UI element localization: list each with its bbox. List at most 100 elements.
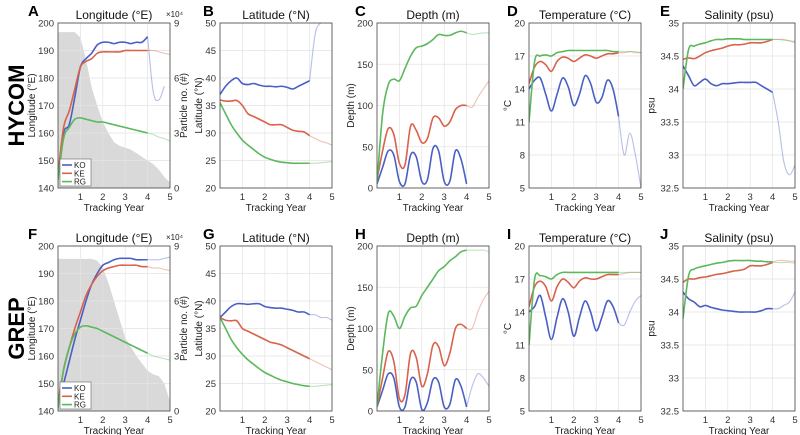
y-tick-label: 45 <box>205 46 216 57</box>
panel-title: Salinity (psu) <box>704 8 773 22</box>
series-line-KE-faded <box>147 266 170 272</box>
x-axis-label: Tracking Year <box>84 426 145 435</box>
legend-label-KE: KE <box>74 392 85 401</box>
y-tick-label: 30 <box>205 352 216 363</box>
x-tick-label: 1 <box>397 192 402 203</box>
series-line-KE-faded <box>466 291 489 331</box>
plot-frame <box>376 22 490 189</box>
x-tick-label: 3 <box>285 192 290 203</box>
series-line-RG-faded <box>309 384 332 387</box>
y-tick-label: 33 <box>668 374 679 385</box>
series-line-KO <box>377 372 468 411</box>
y-tick-label: 20 <box>514 19 525 30</box>
series-line-KO-faded <box>772 291 795 310</box>
panel-F: 1 2 3 4 5 140 150 160 170 180 190 200 Tracking Year L… <box>27 226 190 435</box>
plot-frame <box>682 245 796 412</box>
legend-label-RG: RG <box>74 178 86 187</box>
x-tick-label: 1 <box>240 415 245 426</box>
x-tick-label: 1 <box>397 415 402 426</box>
series-line-RG-faded <box>147 352 170 361</box>
series-group <box>683 37 795 176</box>
panel-title: Latitude (°N) <box>242 231 310 245</box>
x-axis-label: Tracking Year <box>246 426 307 435</box>
x-tick-label: 5 <box>792 192 797 203</box>
panel-letter: B <box>203 3 214 20</box>
y-tick-label: 180 <box>38 74 54 85</box>
right-y-tick-label: 3 <box>174 352 179 363</box>
y-tick-label: 0 <box>368 184 373 195</box>
x-tick-label: 5 <box>638 192 643 203</box>
series-line-KO-faded <box>147 36 165 102</box>
x-tick-label: 5 <box>167 415 172 426</box>
x-tick-label: 3 <box>442 192 447 203</box>
legend-label-KO: KO <box>74 161 86 170</box>
y-tick-label: 34 <box>668 85 679 96</box>
panel-title: Temperature (°C) <box>539 8 631 22</box>
y-tick-label: 200 <box>38 242 54 253</box>
y-axis-label: Longitude (°E) <box>27 296 38 360</box>
series-line-RG <box>220 102 310 165</box>
x-tick-label: 1 <box>240 192 245 203</box>
y-tick-label: 32.5 <box>661 184 680 195</box>
y-axis-label: psu <box>646 320 657 336</box>
panel-title: Longitude (°E) <box>76 8 153 22</box>
panel-title: Longitude (°E) <box>76 231 153 245</box>
series-group <box>529 49 641 188</box>
plot-frame <box>219 245 333 412</box>
series-line-RG-faded <box>147 132 170 142</box>
x-tick-label: 3 <box>594 415 599 426</box>
y-tick-label: 40 <box>205 297 216 308</box>
series-line-KE <box>377 323 468 408</box>
x-tick-label: 4 <box>770 192 775 203</box>
panel-letter: F <box>28 226 37 243</box>
plot-frame <box>57 22 171 189</box>
series-line-KE-faded <box>772 38 795 43</box>
y-tick-label: 11 <box>515 118 525 129</box>
series-line-KO <box>220 77 310 95</box>
x-tick-label: 2 <box>100 415 105 426</box>
plot-frame <box>528 22 642 189</box>
series-line-RG <box>683 37 773 90</box>
x-tick-label: 3 <box>442 415 447 426</box>
y-axis-label: Latitude (°N) <box>194 77 205 133</box>
y-tick-label: 34 <box>668 308 679 319</box>
series-group <box>683 259 795 319</box>
y-axis-label: psu <box>646 97 657 113</box>
x-tick-label: 4 <box>145 192 150 203</box>
y-tick-label: 100 <box>357 324 373 335</box>
plot-frame <box>528 245 642 412</box>
row-label: HYCOM <box>4 65 29 147</box>
y-tick-label: 5 <box>520 184 525 195</box>
x-axis-label: Tracking Year <box>84 203 145 214</box>
x-tick-label: 1 <box>549 192 554 203</box>
series-group <box>377 249 489 411</box>
y-tick-label: 140 <box>38 184 54 195</box>
series-line-RG <box>377 249 467 407</box>
y-axis-label: Latitude (°N) <box>194 300 205 356</box>
series-line-KE <box>683 261 773 283</box>
y-tick-label: 45 <box>205 269 216 280</box>
x-axis-label: Tracking Year <box>246 203 307 214</box>
panel-title: Depth (m) <box>406 231 459 245</box>
series-line-KO-faded <box>618 295 641 327</box>
x-tick-label: 2 <box>419 415 424 426</box>
series-line-RG-faded <box>309 161 332 164</box>
series-group <box>377 30 489 188</box>
y-tick-label: 33.5 <box>661 118 680 129</box>
series-line-KO-faded <box>309 313 332 321</box>
x-tick-label: 3 <box>748 415 753 426</box>
x-axis-label: Tracking Year <box>709 426 770 435</box>
y-tick-label: 200 <box>357 242 373 253</box>
y-tick-label: 14 <box>514 85 525 96</box>
plot-frame <box>376 245 490 412</box>
x-tick-label: 5 <box>486 415 491 426</box>
x-tick-label: 4 <box>464 192 469 203</box>
y-tick-label: 50 <box>362 142 373 153</box>
y-tick-label: 11 <box>515 341 525 352</box>
series-line-KO-faded <box>147 256 170 261</box>
series-line-KE <box>529 273 619 307</box>
y-tick-label: 200 <box>357 19 373 30</box>
